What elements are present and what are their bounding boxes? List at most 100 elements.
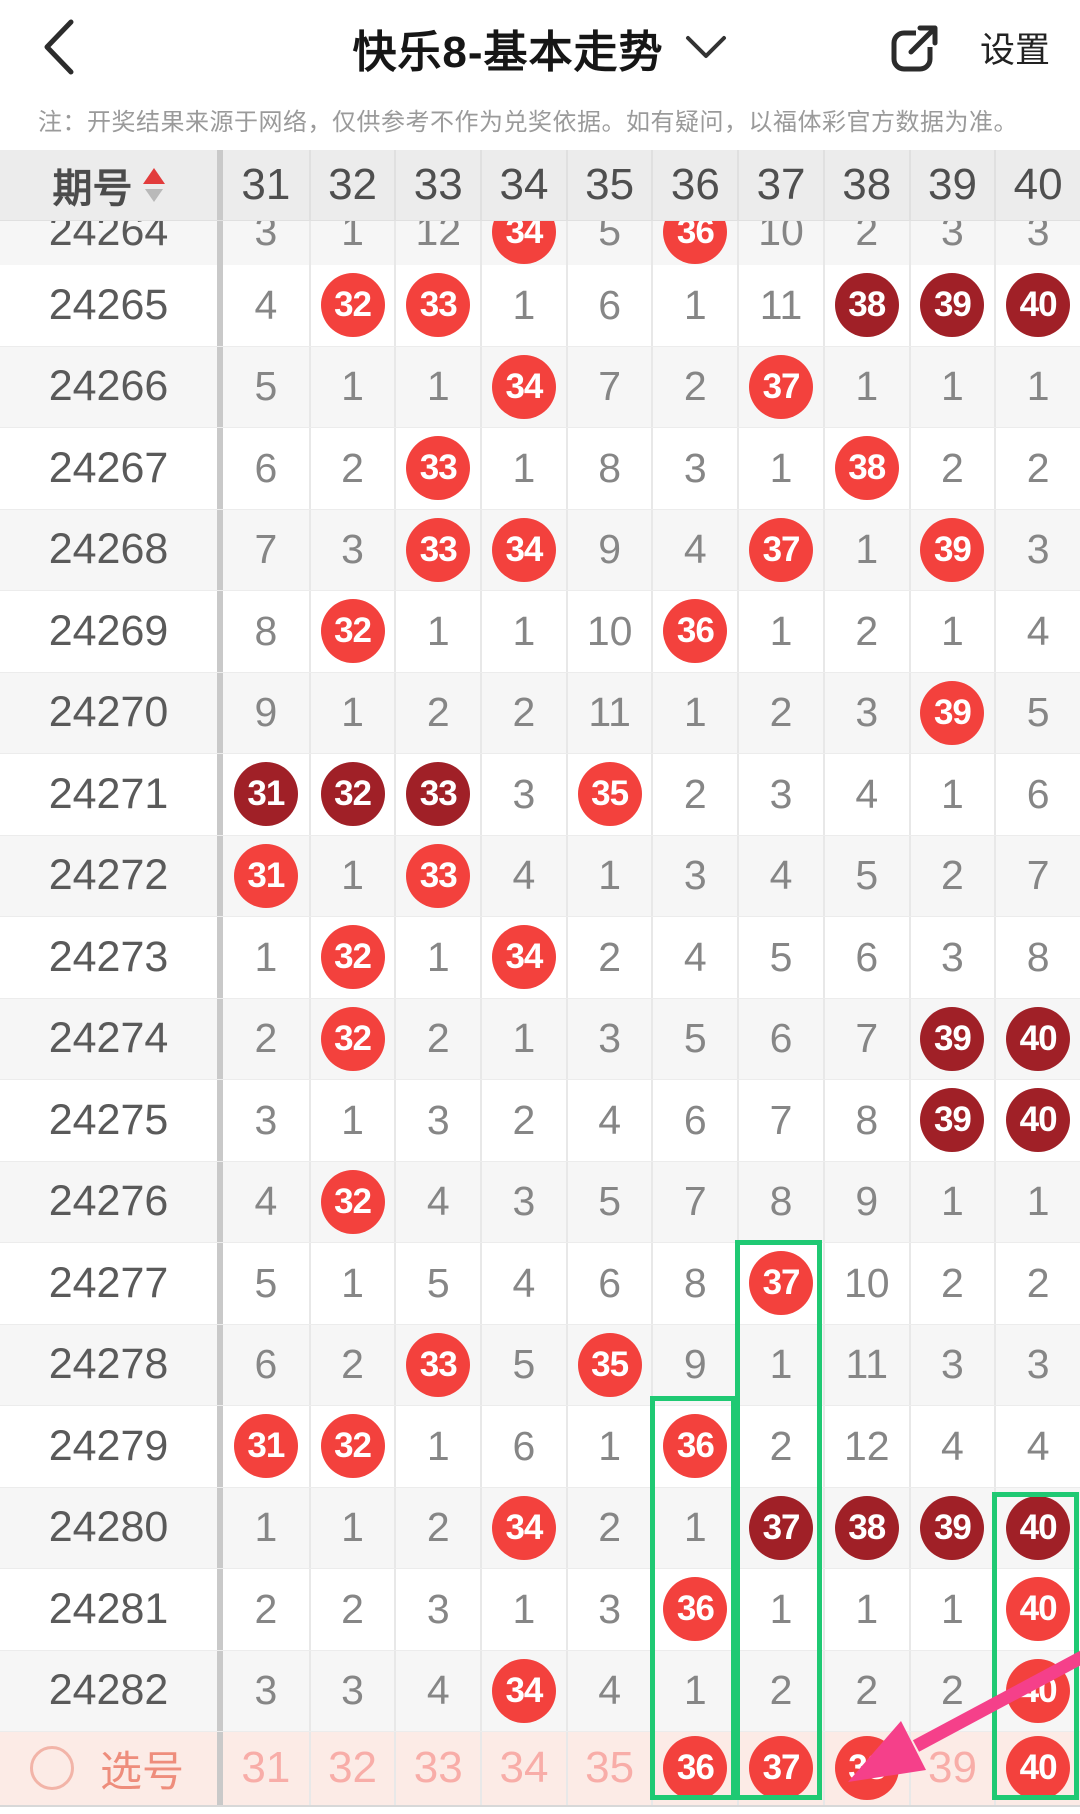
cell-24269-32: 32 (308, 591, 395, 672)
cell-24265-31: 4 (254, 281, 278, 328)
cell-24267-32: 2 (308, 428, 395, 509)
cell-24271-38: 4 (822, 754, 909, 835)
cell-24266-33: 1 (394, 346, 480, 427)
cell-24279-35: 1 (565, 1406, 652, 1487)
column-divider (217, 1080, 223, 1161)
cell-24266-36: 2 (651, 346, 737, 427)
cell-24269-37: 1 (737, 591, 823, 672)
table-row-24275: 24275 3 1 3 2 4 6 7 8 39 40 (0, 1080, 1080, 1162)
cell-24277-37: 37 (737, 1243, 823, 1324)
share-button[interactable] (890, 22, 940, 73)
pick-row[interactable]: 选号 31 32 33 34 35 36 37 38 39 40 (0, 1732, 1080, 1807)
pick-cell-38[interactable]: 38 (822, 1732, 909, 1805)
column-divider (217, 998, 223, 1079)
row-grid: 24271 31 32 33 3 35 2 3 4 1 6 (0, 754, 1080, 835)
table-row-24279: 24279 31 32 1 6 1 36 2 12 4 4 (0, 1406, 1080, 1488)
cell-24279-37: 2 (737, 1406, 823, 1487)
cell-24281-31: 2 (254, 1585, 278, 1632)
pick-cell-37[interactable]: 37 (737, 1732, 823, 1805)
cell-24270-40: 5 (994, 672, 1080, 753)
cell-24277-39: 2 (908, 1243, 995, 1324)
row-grid: 24274 2 32 2 1 3 5 6 7 39 40 (0, 998, 1080, 1079)
column-header-38: 38 (822, 150, 909, 220)
row-grid: 24270 9 1 2 2 11 1 2 3 39 5 (0, 672, 1080, 753)
table-row-24276: 24276 4 32 4 3 5 7 8 9 1 1 (0, 1161, 1080, 1243)
cell-24282-33: 4 (394, 1650, 480, 1731)
cell-24265-40: 40 (994, 265, 1080, 346)
cell-24270-31: 9 (254, 689, 278, 736)
period-label: 24281 (48, 1584, 169, 1633)
cell-24276-35: 5 (565, 1161, 652, 1242)
cell-24273-39: 3 (908, 917, 995, 998)
row-grid: 24265 4 32 33 1 6 1 11 38 39 40 (0, 265, 1080, 346)
cell-24266-38: 1 (822, 346, 909, 427)
cell-24273-35: 2 (565, 917, 652, 998)
pick-cell-31[interactable]: 31 (241, 1743, 291, 1793)
pick-cell-32[interactable]: 32 (308, 1732, 395, 1805)
column-divider (217, 1487, 223, 1568)
cell-24282-34: 34 (480, 1650, 566, 1731)
drawn-ball-dark: 40 (1006, 1006, 1071, 1071)
drawn-ball: 40 (1006, 1658, 1071, 1723)
cell-24267-33: 33 (394, 428, 480, 509)
cell-24267-34: 1 (480, 428, 566, 509)
drawn-ball: 33 (406, 436, 471, 501)
cell-24275-39: 39 (908, 1080, 995, 1161)
cell-24264-34: 34 (480, 221, 566, 265)
period-label: 24269 (48, 606, 169, 655)
cell-24267-37: 1 (737, 428, 823, 509)
cell-24275-36: 6 (651, 1080, 737, 1161)
cell-24265-37: 11 (737, 265, 823, 346)
cell-24281-37: 1 (737, 1569, 823, 1650)
cell-24275-34: 2 (480, 1080, 566, 1161)
pick-cell-34[interactable]: 34 (480, 1732, 566, 1805)
cell-24275-37: 7 (737, 1080, 823, 1161)
cell-24271-40: 6 (994, 754, 1080, 835)
cell-24264-31: 3 (254, 221, 278, 255)
table-row-24268: 24268 7 3 33 34 9 4 37 1 39 3 (0, 509, 1080, 591)
cell-24280-35: 2 (565, 1487, 652, 1568)
pick-cell-33[interactable]: 33 (394, 1732, 480, 1805)
column-header-34: 34 (480, 150, 566, 220)
cell-24278-35: 35 (565, 1324, 652, 1405)
row-grid: 24264 3 1 12 34 5 36 10 2 3 3 (0, 221, 1080, 265)
cell-24273-32: 32 (308, 917, 395, 998)
drawn-ball-dark: 39 (920, 1495, 985, 1560)
title-dropdown[interactable]: 快乐8-基本走势 (0, 0, 1080, 95)
period-sort-control[interactable]: 期号 (0, 150, 217, 220)
drawn-ball-dark: 31 (233, 762, 298, 827)
drawn-ball: 35 (577, 1332, 642, 1397)
pick-cell-39[interactable]: 39 (908, 1732, 995, 1805)
pick-cell-36[interactable]: 36 (651, 1732, 737, 1805)
cell-24270-38: 3 (822, 672, 909, 753)
cell-24277-38: 10 (822, 1243, 909, 1324)
pick-cell-40[interactable]: 40 (994, 1732, 1080, 1805)
drawn-ball-dark: 32 (320, 762, 385, 827)
pick-radio-button[interactable] (30, 1746, 74, 1791)
back-button[interactable] (28, 12, 88, 82)
cell-24270-36: 1 (651, 672, 737, 753)
drawn-ball-dark: 38 (834, 273, 899, 338)
column-header-40: 40 (994, 150, 1080, 220)
settings-button[interactable]: 设置 (979, 31, 1050, 70)
cell-24264-35: 5 (565, 221, 652, 265)
period-label: 24280 (48, 1503, 169, 1552)
drawn-ball-dark: 38 (834, 1495, 899, 1560)
cell-24276-39: 1 (908, 1161, 995, 1242)
row-grid: 24267 6 2 33 1 8 3 1 38 2 2 (0, 428, 1080, 509)
cell-24272-37: 4 (737, 835, 823, 916)
cell-24281-38: 1 (822, 1569, 909, 1650)
row-grid: 24282 3 3 4 34 4 1 2 2 2 40 (0, 1650, 1080, 1731)
cell-24281-40: 40 (994, 1569, 1080, 1650)
table-row-24265: 24265 4 32 33 1 6 1 11 38 39 40 (0, 265, 1080, 347)
nav-bar: 快乐8-基本走势 设置 (0, 0, 1080, 95)
cell-24276-36: 7 (651, 1161, 737, 1242)
pick-cell-35[interactable]: 35 (565, 1732, 652, 1805)
cell-24264-37: 10 (737, 221, 823, 265)
cell-24274-35: 3 (565, 998, 652, 1079)
cell-24278-32: 2 (308, 1324, 395, 1405)
column-divider (217, 1569, 223, 1650)
cell-24277-36: 8 (651, 1243, 737, 1324)
drawn-ball: 36 (663, 1414, 728, 1479)
cell-24273-40: 8 (994, 917, 1080, 998)
